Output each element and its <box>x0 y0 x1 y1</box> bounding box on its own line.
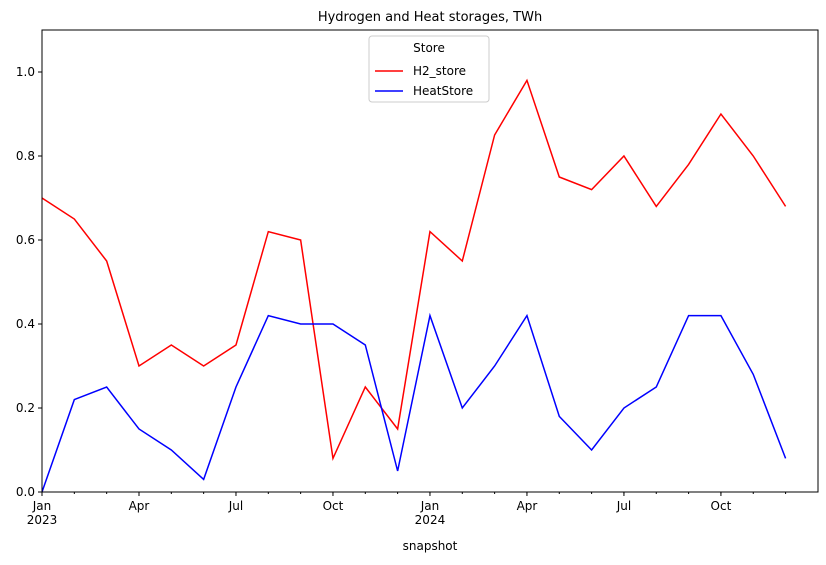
series-line <box>41 312 787 493</box>
x-tick-label: Jul <box>228 499 243 513</box>
x-tick-label: Oct <box>323 499 344 513</box>
y-tick-label: 0.8 <box>16 149 35 163</box>
y-tick-label: 0.0 <box>16 485 35 499</box>
legend-label: HeatStore <box>413 84 473 98</box>
series-line <box>41 78 787 462</box>
legend-label: H2_store <box>413 64 466 78</box>
x-axis-label: snapshot <box>403 539 458 553</box>
y-tick-label: 1.0 <box>16 65 35 79</box>
chart-title: Hydrogen and Heat storages, TWh <box>318 10 542 25</box>
x-tick-label: Apr <box>129 499 150 513</box>
x-tick-label: Apr <box>517 499 538 513</box>
legend-box <box>368 35 490 103</box>
y-tick-label: 0.6 <box>16 233 35 247</box>
y-tick-label: 0.2 <box>16 401 35 415</box>
y-tick-label: 0.4 <box>16 317 35 331</box>
x-tick-label: Jan <box>420 499 440 513</box>
x-tick-label: Oct <box>711 499 732 513</box>
legend-title: Store <box>413 41 445 55</box>
x-year-label: 2024 <box>415 513 446 527</box>
x-tick-label: Jul <box>616 499 631 513</box>
x-year-label: 2023 <box>27 513 58 527</box>
plot-frame <box>41 29 819 493</box>
x-tick-label: Jan <box>32 499 52 513</box>
